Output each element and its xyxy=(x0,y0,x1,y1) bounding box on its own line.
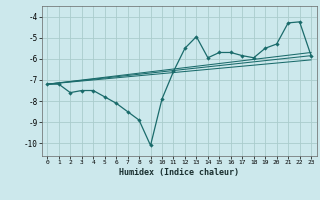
X-axis label: Humidex (Indice chaleur): Humidex (Indice chaleur) xyxy=(119,168,239,177)
